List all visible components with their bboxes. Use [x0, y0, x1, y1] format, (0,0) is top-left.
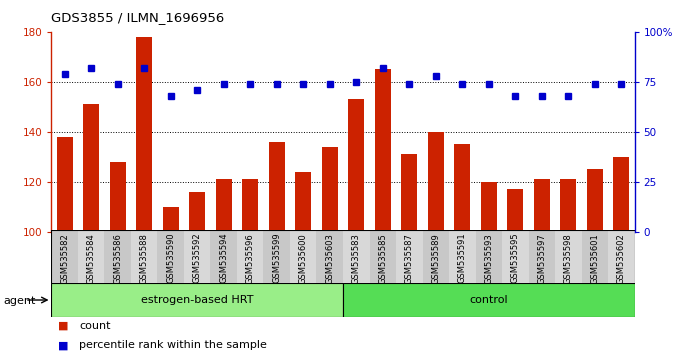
- Text: estrogen-based HRT: estrogen-based HRT: [141, 295, 253, 305]
- Bar: [263, 230, 290, 285]
- Bar: [110, 162, 126, 232]
- Bar: [269, 142, 285, 232]
- Bar: [375, 69, 391, 232]
- Bar: [587, 169, 603, 232]
- Bar: [401, 154, 417, 232]
- Text: ■: ■: [58, 321, 72, 331]
- Text: control: control: [469, 295, 508, 305]
- Bar: [295, 172, 311, 232]
- Text: GSM535589: GSM535589: [431, 233, 440, 284]
- Text: GDS3855 / ILMN_1696956: GDS3855 / ILMN_1696956: [51, 11, 225, 24]
- Bar: [613, 157, 629, 232]
- Text: GSM535583: GSM535583: [352, 233, 361, 284]
- Bar: [475, 230, 502, 285]
- Bar: [449, 230, 475, 285]
- Bar: [343, 230, 370, 285]
- Text: GSM535582: GSM535582: [60, 233, 69, 284]
- Bar: [51, 283, 343, 317]
- Bar: [508, 189, 523, 232]
- Bar: [608, 230, 635, 285]
- Bar: [131, 230, 158, 285]
- Bar: [560, 179, 576, 232]
- Text: GSM535596: GSM535596: [246, 233, 255, 284]
- Bar: [57, 137, 73, 232]
- Bar: [83, 104, 99, 232]
- Bar: [158, 230, 184, 285]
- Bar: [534, 179, 549, 232]
- Text: GSM535585: GSM535585: [378, 233, 388, 284]
- Text: GSM535602: GSM535602: [617, 233, 626, 284]
- Bar: [104, 230, 131, 285]
- Bar: [189, 192, 205, 232]
- Text: agent: agent: [3, 296, 36, 306]
- Text: GSM535603: GSM535603: [325, 233, 334, 284]
- Text: GSM535599: GSM535599: [272, 233, 281, 284]
- Bar: [582, 230, 608, 285]
- Bar: [78, 230, 104, 285]
- Text: GSM535588: GSM535588: [140, 233, 149, 284]
- Text: GSM535592: GSM535592: [193, 233, 202, 284]
- Bar: [322, 147, 338, 232]
- Text: GSM535597: GSM535597: [537, 233, 546, 284]
- Text: GSM535584: GSM535584: [86, 233, 96, 284]
- Text: GSM535593: GSM535593: [484, 233, 493, 284]
- Bar: [242, 179, 258, 232]
- Bar: [423, 230, 449, 285]
- Text: GSM535601: GSM535601: [590, 233, 600, 284]
- Text: count: count: [79, 321, 110, 331]
- Bar: [396, 230, 423, 285]
- Bar: [348, 99, 364, 232]
- Text: GSM535598: GSM535598: [564, 233, 573, 284]
- Text: GSM535595: GSM535595: [511, 233, 520, 284]
- Bar: [184, 230, 211, 285]
- Bar: [216, 179, 232, 232]
- Bar: [481, 182, 497, 232]
- Text: GSM535591: GSM535591: [458, 233, 466, 284]
- Bar: [528, 230, 555, 285]
- Text: ■: ■: [58, 341, 72, 350]
- Text: GSM535594: GSM535594: [220, 233, 228, 284]
- Bar: [343, 283, 635, 317]
- Text: GSM535590: GSM535590: [166, 233, 175, 284]
- Bar: [316, 230, 343, 285]
- Bar: [502, 230, 528, 285]
- Bar: [237, 230, 263, 285]
- Bar: [163, 207, 178, 232]
- Text: GSM535587: GSM535587: [405, 233, 414, 284]
- Text: GSM535600: GSM535600: [298, 233, 308, 284]
- Bar: [290, 230, 316, 285]
- Bar: [555, 230, 582, 285]
- Bar: [137, 37, 152, 232]
- Bar: [370, 230, 396, 285]
- Bar: [428, 132, 444, 232]
- Bar: [211, 230, 237, 285]
- Bar: [454, 144, 470, 232]
- Text: GSM535586: GSM535586: [113, 233, 122, 284]
- Bar: [51, 230, 78, 285]
- Text: percentile rank within the sample: percentile rank within the sample: [79, 341, 267, 350]
